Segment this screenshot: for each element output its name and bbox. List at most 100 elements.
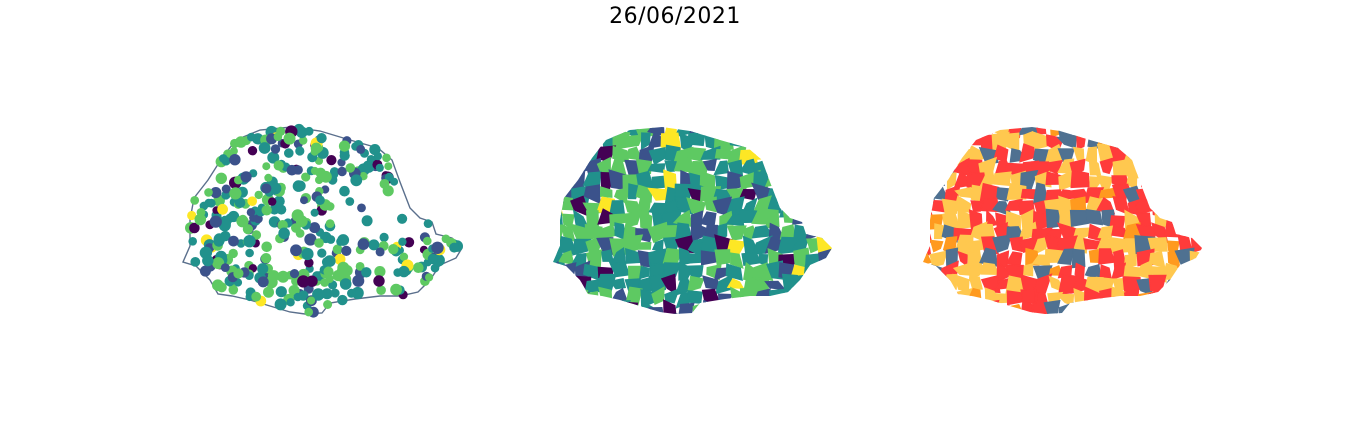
municipality-region <box>923 136 936 149</box>
municipality-point <box>219 154 228 163</box>
municipality-region <box>1135 306 1151 314</box>
municipality-region <box>664 287 680 304</box>
municipality-point <box>373 275 385 287</box>
municipality-point <box>352 274 365 287</box>
municipality-point <box>425 273 434 282</box>
panel-points-map <box>182 123 464 318</box>
municipality-region <box>559 316 575 334</box>
municipality-region <box>622 315 641 333</box>
municipality-point <box>301 172 310 181</box>
municipality-region <box>678 302 695 314</box>
municipality-region <box>778 170 797 192</box>
municipality-point <box>242 224 253 235</box>
municipality-point <box>323 266 334 277</box>
municipality-region <box>923 196 933 216</box>
municipality-region <box>701 312 717 314</box>
municipality-region <box>638 265 650 280</box>
municipality-region <box>1084 302 1101 314</box>
municipality-region <box>553 277 566 291</box>
municipality-point <box>312 288 325 301</box>
municipality-region <box>783 136 799 149</box>
municipality-point <box>314 238 324 248</box>
municipality-region <box>1204 314 1217 330</box>
municipality-point <box>338 140 351 152</box>
municipality-point <box>264 173 273 182</box>
municipality-region <box>933 305 946 314</box>
municipality-point <box>310 208 319 217</box>
municipality-region <box>1021 312 1039 314</box>
municipality-region <box>943 290 960 308</box>
municipality-region <box>982 318 998 330</box>
municipality-region <box>1109 304 1130 314</box>
municipality-region <box>836 133 850 146</box>
municipality-region <box>1071 300 1090 314</box>
municipality-point <box>236 215 249 228</box>
municipality-region <box>1087 223 1102 242</box>
municipality-point <box>345 197 355 206</box>
municipality-region <box>687 313 709 314</box>
municipality-point <box>269 182 282 195</box>
municipality-region <box>1203 287 1217 305</box>
municipality-region <box>1175 143 1192 164</box>
municipality-region <box>829 196 832 217</box>
municipality-point <box>290 244 302 257</box>
municipality-point <box>199 265 211 277</box>
municipality-point <box>375 163 384 172</box>
municipality-region <box>778 158 798 174</box>
municipality-point <box>261 205 272 216</box>
municipality-region <box>927 147 947 159</box>
municipality-region <box>1163 144 1179 163</box>
municipality-point <box>301 247 314 261</box>
municipality-point <box>310 142 322 154</box>
municipality-region <box>831 163 832 179</box>
municipality-region <box>954 135 968 147</box>
municipality-region <box>586 300 600 314</box>
municipality-region <box>805 316 823 330</box>
municipality-region <box>1200 132 1202 146</box>
municipality-point <box>247 132 256 142</box>
municipality-region <box>1126 137 1143 152</box>
municipality-point <box>326 235 336 244</box>
municipality-region <box>1175 222 1196 238</box>
municipality-point <box>190 196 200 205</box>
municipality-point <box>427 253 439 265</box>
municipality-region <box>1056 222 1078 241</box>
municipality-region <box>570 286 589 307</box>
municipality-region <box>627 183 641 200</box>
municipality-region <box>817 264 832 282</box>
municipality-region <box>573 135 590 147</box>
municipality-region <box>1099 156 1117 175</box>
municipality-point <box>374 266 386 278</box>
municipality-region <box>1127 127 1140 137</box>
municipality-region <box>1207 122 1220 138</box>
municipality-region <box>767 317 785 333</box>
municipality-point <box>382 153 391 163</box>
municipality-region <box>926 127 946 139</box>
municipality-region <box>585 127 605 137</box>
municipality-region <box>1173 130 1193 153</box>
municipality-region <box>830 313 832 314</box>
municipality-region <box>953 195 972 213</box>
municipality-point <box>326 155 337 166</box>
municipality-region <box>622 301 639 314</box>
municipality-region <box>923 287 933 305</box>
municipality-region <box>1140 172 1157 188</box>
municipality-region <box>584 313 603 314</box>
municipality-point <box>277 270 290 283</box>
municipality-point <box>278 227 290 240</box>
municipality-region <box>1201 182 1202 204</box>
municipality-region <box>992 305 1010 314</box>
municipality-point <box>323 300 333 309</box>
municipality-region <box>553 187 564 202</box>
municipality-region <box>1164 201 1181 214</box>
municipality-region <box>830 208 832 227</box>
municipality-region <box>553 130 563 152</box>
municipality-region <box>598 286 613 304</box>
municipality-region <box>1173 185 1193 202</box>
municipality-region <box>1043 299 1061 314</box>
municipality-region <box>1207 277 1218 288</box>
municipality-region <box>556 286 578 307</box>
municipality-region <box>1173 170 1192 191</box>
municipality-region <box>1166 299 1183 314</box>
municipality-region <box>1206 252 1221 268</box>
